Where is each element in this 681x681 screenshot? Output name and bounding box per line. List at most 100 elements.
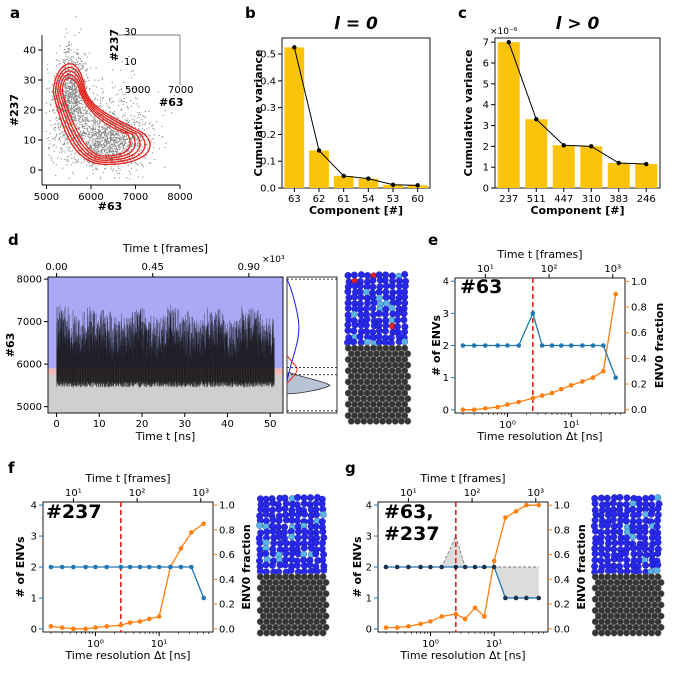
scatter-point — [56, 65, 58, 67]
scatter-point — [95, 133, 97, 135]
scatter-point — [61, 73, 63, 75]
atom — [394, 316, 402, 324]
scatter-point — [100, 135, 102, 137]
scatter-point — [126, 132, 128, 134]
env0-fraction-point — [439, 614, 444, 619]
scatter-point — [78, 128, 80, 130]
atom — [400, 316, 408, 324]
scatter-point — [67, 85, 69, 87]
scatter-point — [71, 60, 73, 62]
env0-fraction-point — [453, 611, 459, 617]
scatter-point — [67, 98, 69, 100]
scatter-point — [127, 120, 129, 122]
scatter-point — [79, 131, 81, 133]
scatter-point — [95, 125, 97, 127]
scatter-point — [113, 111, 115, 113]
scatter-point — [71, 65, 73, 67]
atom — [319, 607, 327, 615]
scatter-point — [121, 155, 123, 157]
scatter-point — [84, 83, 86, 85]
scatter-point — [122, 138, 124, 140]
atom — [591, 500, 599, 508]
scatter-point — [142, 146, 144, 148]
scatter-point — [104, 148, 106, 150]
atom — [312, 500, 320, 507]
scatter-point — [137, 145, 139, 147]
atom — [603, 501, 611, 508]
scatter-point — [66, 51, 68, 53]
x-tick-label: 5000 — [34, 192, 59, 203]
scatter-point — [63, 51, 65, 53]
scatter-point — [78, 57, 80, 59]
scatter-point — [49, 103, 51, 105]
scatter-point — [80, 112, 82, 114]
y2-tick-label: 0.8 — [631, 302, 647, 313]
scatter-point — [81, 121, 83, 123]
scatter-point — [46, 138, 48, 140]
atom — [288, 549, 296, 557]
scatter-point — [63, 101, 65, 103]
atom — [635, 629, 643, 637]
scatter-point — [122, 146, 124, 148]
scatter-point — [89, 140, 91, 142]
env0-fraction-point — [383, 625, 389, 630]
scatter-point — [67, 128, 69, 130]
scatter-point — [118, 145, 120, 147]
scatter-point — [89, 120, 91, 122]
n-envs-point — [406, 564, 411, 570]
scatter-point — [109, 141, 111, 143]
scatter-point — [64, 103, 66, 105]
scatter-point — [97, 131, 99, 133]
scatter-point — [108, 148, 110, 150]
scatter-point — [113, 151, 115, 153]
scatter-point — [88, 159, 90, 161]
scatter-point — [104, 154, 106, 156]
scatter-point — [68, 147, 70, 149]
n-envs-point — [418, 564, 423, 570]
n-envs-point — [580, 343, 585, 348]
scatter-point — [77, 49, 79, 51]
scatter-point — [70, 96, 72, 98]
scatter-point — [93, 128, 95, 130]
scatter-point — [98, 142, 100, 144]
scatter-point — [82, 90, 84, 92]
scatter-point — [67, 141, 69, 143]
scatter-point — [51, 91, 53, 93]
scatter-point — [122, 143, 124, 145]
scatter-point — [67, 100, 69, 102]
atom — [591, 550, 599, 558]
scatter-point — [117, 172, 119, 174]
scatter-point — [151, 139, 153, 141]
y-tick-label: 0.0 — [260, 184, 276, 195]
atom — [401, 344, 409, 352]
scatter-point — [64, 143, 66, 145]
scatter-point — [80, 28, 82, 30]
scatter-point — [69, 80, 71, 82]
data-point — [415, 183, 420, 188]
scatter-point — [104, 144, 106, 146]
scatter-point — [97, 99, 99, 101]
x-tick-label: 63 — [288, 194, 301, 205]
scatter-point — [94, 152, 96, 154]
scatter-point — [64, 126, 66, 128]
scatter-point — [112, 130, 114, 132]
scatter-point — [100, 106, 102, 108]
scatter-point — [136, 103, 138, 105]
scatter-point — [137, 164, 139, 166]
atom — [623, 528, 631, 536]
n-envs-point — [503, 595, 508, 601]
atom — [322, 601, 330, 609]
scatter-point — [64, 111, 66, 113]
scatter-point — [109, 148, 111, 150]
top-tick-label: 10¹ — [400, 488, 417, 499]
x-tick-label: 6000 — [78, 192, 103, 203]
scatter-point — [70, 75, 72, 77]
scatter-point — [94, 117, 96, 119]
scatter-point — [75, 159, 77, 161]
scatter-point — [78, 110, 80, 112]
scatter-point — [45, 112, 47, 114]
scatter-point — [60, 79, 62, 81]
scatter-point — [68, 76, 70, 78]
scatter-point — [106, 135, 108, 137]
scatter-point — [81, 149, 83, 151]
